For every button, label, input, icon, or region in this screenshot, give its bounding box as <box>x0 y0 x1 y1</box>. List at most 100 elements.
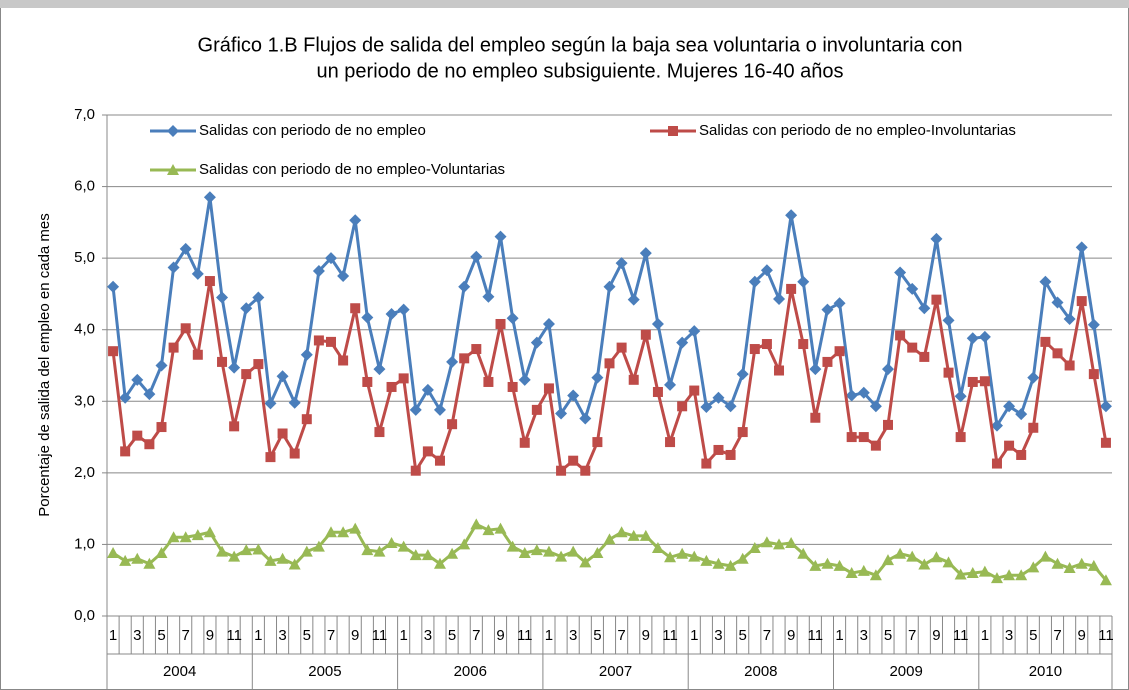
y-tick-label: 7,0 <box>74 106 95 123</box>
marker <box>664 378 677 391</box>
marker <box>591 371 604 384</box>
marker <box>568 455 579 466</box>
year-label: 2008 <box>744 663 777 680</box>
marker <box>398 373 409 384</box>
x-tick-label: 7 <box>327 627 335 644</box>
marker <box>712 557 725 569</box>
marker <box>664 551 677 563</box>
y-tick-label: 4,0 <box>74 321 95 338</box>
marker <box>990 572 1003 584</box>
marker <box>167 164 179 175</box>
marker <box>833 297 846 310</box>
x-tick-label: 9 <box>206 627 214 644</box>
marker <box>373 363 386 376</box>
marker <box>506 540 519 552</box>
marker <box>422 446 433 457</box>
marker <box>229 421 240 432</box>
x-tick-label: 11 <box>662 627 678 644</box>
marker <box>979 376 990 387</box>
marker <box>338 355 349 366</box>
marker <box>216 545 229 557</box>
marker <box>107 280 120 293</box>
marker <box>289 448 300 459</box>
marker <box>677 401 688 412</box>
marker <box>288 558 301 570</box>
marker <box>555 550 568 562</box>
year-label: 2004 <box>163 663 196 680</box>
marker <box>264 554 277 566</box>
marker <box>374 427 385 438</box>
marker <box>1064 360 1075 371</box>
marker <box>1039 275 1052 288</box>
marker <box>955 432 966 443</box>
marker <box>144 439 155 450</box>
x-tick-label: 5 <box>448 627 456 644</box>
legend-label: Salidas con periodo de no empleo <box>199 122 426 139</box>
marker <box>179 531 192 543</box>
x-tick-label: 5 <box>884 627 892 644</box>
marker <box>760 264 773 277</box>
marker <box>857 564 870 576</box>
marker <box>942 556 955 568</box>
marker <box>349 522 362 534</box>
marker <box>204 276 215 287</box>
marker <box>446 355 459 368</box>
marker <box>167 125 179 137</box>
marker <box>978 565 991 577</box>
x-tick-label: 3 <box>278 627 286 644</box>
marker <box>470 250 483 263</box>
marker <box>906 282 919 295</box>
x-tick-label: 11 <box>808 627 824 644</box>
marker <box>603 280 616 293</box>
marker <box>447 419 458 430</box>
marker <box>579 412 592 425</box>
x-tick-label: 5 <box>739 627 747 644</box>
marker <box>542 545 555 557</box>
marker <box>1003 400 1016 413</box>
marker <box>954 390 967 403</box>
marker <box>191 267 204 280</box>
marker <box>1051 557 1064 569</box>
marker <box>627 529 640 541</box>
marker <box>1015 569 1028 581</box>
marker <box>882 419 893 430</box>
marker <box>1040 336 1051 347</box>
chart-title: Gráfico 1.B Flujos de salida del empleo … <box>198 34 963 56</box>
marker <box>809 559 822 571</box>
y-tick-label: 5,0 <box>74 249 95 266</box>
marker <box>943 367 954 378</box>
marker <box>639 247 652 260</box>
marker <box>822 356 833 367</box>
marker <box>1063 312 1076 325</box>
marker <box>386 381 397 392</box>
marker <box>1075 241 1088 254</box>
x-tick-label: 3 <box>424 627 432 644</box>
x-tick-label: 1 <box>399 627 407 644</box>
marker <box>155 547 168 559</box>
x-tick-label: 7 <box>472 627 480 644</box>
x-tick-label: 7 <box>182 627 190 644</box>
marker <box>665 437 676 448</box>
marker <box>191 529 204 541</box>
marker <box>543 383 554 394</box>
marker <box>156 422 167 433</box>
x-tick-label: 7 <box>763 627 771 644</box>
marker <box>567 389 580 402</box>
marker <box>615 526 628 538</box>
marker <box>990 419 1003 432</box>
marker <box>930 232 943 245</box>
marker <box>179 242 192 255</box>
year-label: 2006 <box>454 663 487 680</box>
marker <box>252 291 265 304</box>
x-tick-label: 3 <box>1005 627 1013 644</box>
marker <box>651 542 664 554</box>
x-tick-label: 1 <box>981 627 989 644</box>
marker <box>725 449 736 460</box>
marker <box>519 437 530 448</box>
marker <box>845 567 858 579</box>
marker <box>312 540 325 552</box>
marker <box>591 547 604 559</box>
y-tick-label: 2,0 <box>74 464 95 481</box>
marker <box>143 388 156 401</box>
marker <box>1015 408 1028 421</box>
